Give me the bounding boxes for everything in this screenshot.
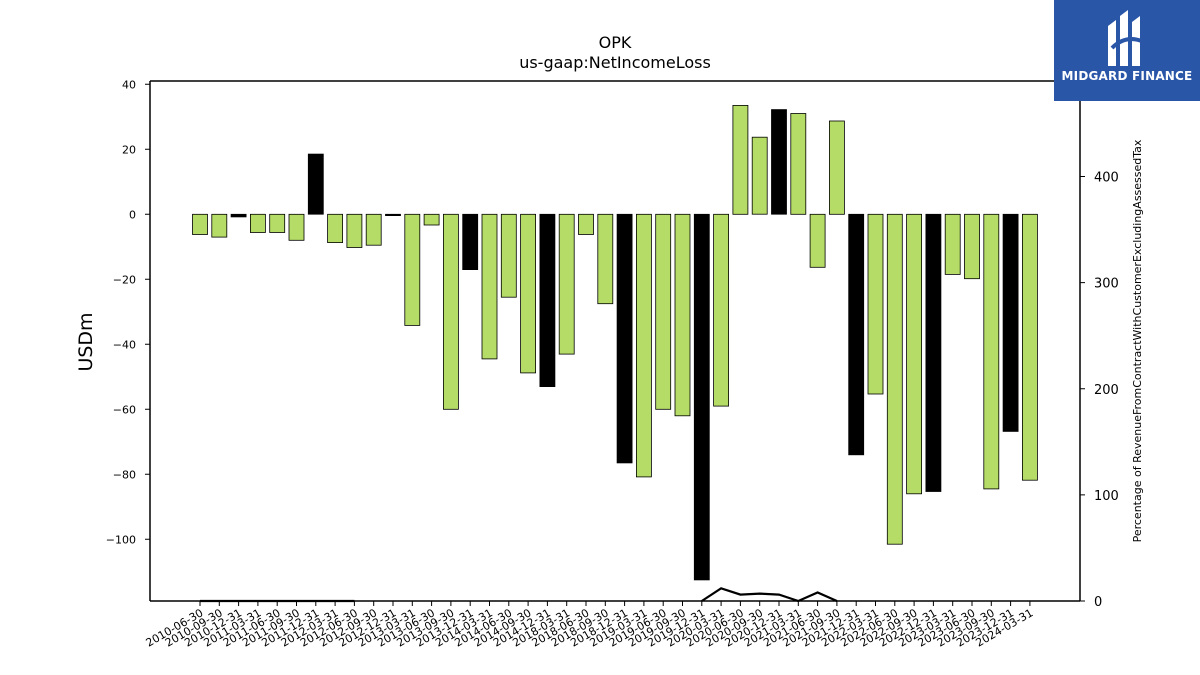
midgard-logo-icon [1108, 10, 1145, 66]
y-axis-label: USDm [75, 312, 97, 371]
bar [867, 213, 884, 395]
bar [809, 213, 826, 268]
bar [848, 213, 865, 456]
bar [906, 213, 922, 495]
bar [500, 213, 517, 298]
bar [886, 213, 903, 545]
y-tick-label: −40 [113, 338, 136, 351]
bar [732, 105, 749, 215]
y-tick-label: −80 [113, 468, 136, 481]
bar [829, 120, 845, 215]
bar [790, 113, 807, 215]
bar [462, 213, 479, 271]
bar [442, 213, 459, 410]
bar [230, 213, 247, 218]
bar [423, 213, 440, 226]
chart-title: OPK [599, 33, 632, 52]
bar [983, 213, 1000, 490]
y2-tick-label: 400 [1094, 171, 1119, 186]
y-tick-label: 40 [122, 78, 136, 91]
bar [597, 213, 614, 305]
y-tick-label: −60 [113, 403, 136, 416]
bar [655, 213, 672, 410]
y2-tick-label: 200 [1094, 383, 1119, 398]
bar [327, 213, 344, 244]
bar [616, 213, 633, 464]
bar [964, 213, 980, 280]
bar [713, 213, 729, 407]
y-tick-label: 0 [129, 208, 136, 221]
bar [249, 213, 266, 233]
bar [944, 213, 961, 275]
bar [751, 136, 768, 215]
bar [288, 213, 305, 241]
series-line [701, 587, 838, 603]
y2-axis-label: Percentage of RevenueFromContractWithCus… [1131, 139, 1144, 542]
y2-tick-label: 300 [1094, 277, 1119, 292]
bar [346, 213, 363, 248]
bar [539, 213, 556, 388]
bar [1022, 213, 1038, 481]
bar [558, 213, 575, 355]
bar [674, 213, 691, 417]
bar [481, 213, 498, 360]
bar [771, 109, 787, 215]
bar [578, 213, 594, 235]
bar [365, 213, 382, 246]
y2-tick-label: 100 [1094, 489, 1119, 504]
bar [1002, 213, 1019, 432]
bar [636, 213, 652, 478]
bar [211, 213, 228, 238]
bar [385, 213, 401, 217]
bar [192, 213, 208, 235]
bar [925, 213, 942, 492]
bar [520, 213, 536, 374]
brand-logo: MIDGARD FINANCE [1054, 0, 1200, 101]
chart-subtitle: us-gaap:NetIncomeLoss [519, 53, 711, 72]
y-tick-label: −20 [113, 273, 136, 286]
logo-text: MIDGARD FINANCE [1061, 69, 1193, 83]
bar [693, 213, 710, 581]
bar [307, 153, 324, 215]
y-tick-label: −100 [106, 533, 136, 546]
bar [269, 213, 286, 233]
y-tick-label: 20 [122, 143, 136, 156]
y2-tick-label: 0 [1094, 595, 1102, 610]
bar [404, 213, 421, 326]
